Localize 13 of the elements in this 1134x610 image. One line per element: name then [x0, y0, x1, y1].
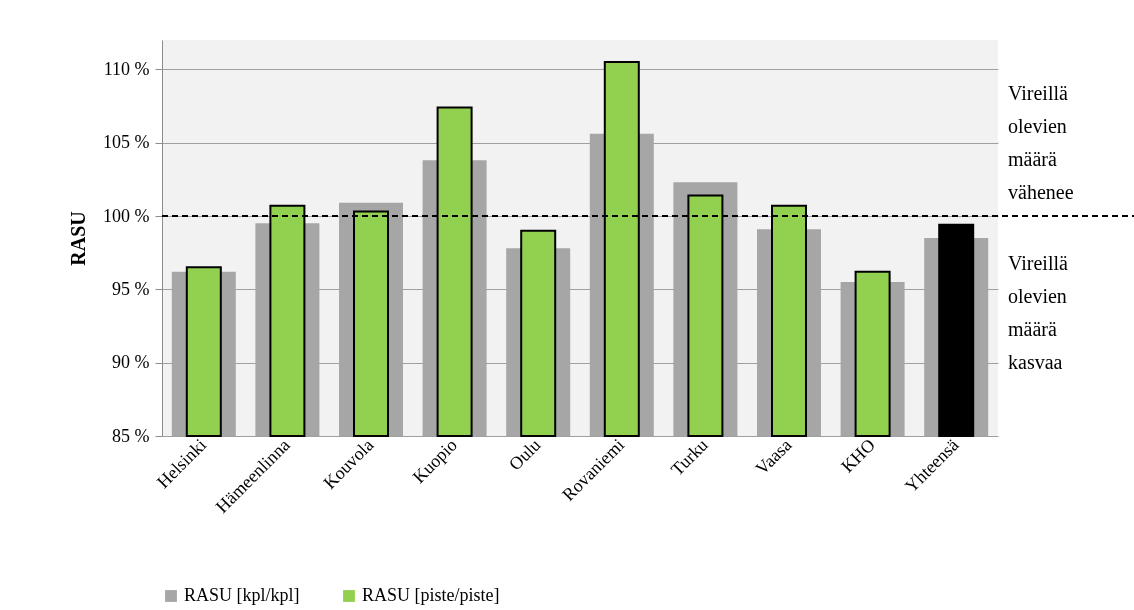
- text: Vireillä olevien määrä vähenee: [1008, 82, 1074, 203]
- y-tick-label: 100 %: [103, 205, 150, 226]
- y-tick-label: 95 %: [112, 278, 150, 299]
- y-tick-label: 85 %: [112, 425, 150, 446]
- legend-label: RASU [piste/piste]: [362, 585, 500, 605]
- y-tick-label: 105 %: [103, 132, 150, 153]
- y-axis-title: RASU: [67, 211, 90, 266]
- y-tick-label: 90 %: [112, 352, 150, 373]
- x-tick-label: Oulu: [504, 434, 545, 475]
- y-tick-label: 110 %: [103, 58, 150, 79]
- legend-label: RASU [kpl/kpl]: [184, 585, 300, 605]
- text: Vireillä olevien määrä kasvaa: [1008, 252, 1069, 373]
- x-tick-label: Vaasa: [751, 434, 796, 479]
